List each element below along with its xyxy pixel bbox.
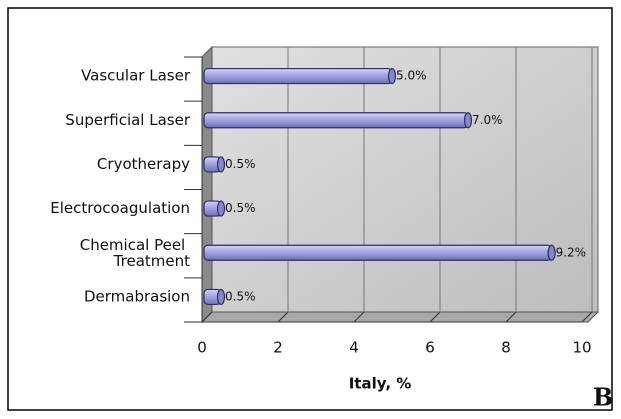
panel-letter: B (593, 383, 613, 412)
x-tick-label: 10 (572, 339, 591, 357)
value-label: 0.5% (225, 289, 256, 303)
bar-cap (547, 244, 556, 261)
x-axis-title: Italy, % (349, 375, 412, 393)
value-label: 0.5% (225, 157, 256, 171)
bar (203, 244, 553, 261)
x-tick (581, 311, 593, 323)
bar-cap (387, 67, 397, 85)
x-tick (353, 311, 365, 323)
bar-cap (216, 288, 226, 306)
x-tick (201, 311, 213, 323)
value-label: 9.2% (556, 245, 587, 259)
x-tick-label: 0 (197, 339, 207, 357)
y-tick-label: Cryotherapy (97, 155, 190, 173)
bar-cap (216, 200, 226, 217)
floor (200, 311, 600, 323)
value-label: 5.0% (396, 69, 427, 83)
bar-cap (463, 112, 473, 129)
x-tick-label: 6 (425, 339, 435, 357)
y-tick-label: Electrocoagulation (50, 199, 190, 217)
x-tick-label: 2 (273, 339, 283, 357)
side-wall (201, 45, 213, 324)
x-tick (429, 311, 441, 323)
x-tick (277, 311, 289, 323)
bar-cap (216, 156, 226, 173)
y-tick-label: Vascular Laser (81, 67, 191, 85)
y-tick-label: Superficial Laser (65, 111, 191, 129)
value-label: 0.5% (225, 201, 256, 215)
value-label: 7.0% (472, 113, 503, 127)
y-tick-label: Chemical Peel Treatment (80, 235, 190, 269)
bar (203, 112, 469, 129)
x-tick (505, 311, 517, 323)
bar (203, 67, 393, 85)
x-tick-label: 4 (349, 339, 359, 357)
back-wall (211, 46, 599, 313)
x-tick-label: 8 (501, 339, 511, 357)
y-tick-label: Dermabrasion (84, 287, 190, 305)
